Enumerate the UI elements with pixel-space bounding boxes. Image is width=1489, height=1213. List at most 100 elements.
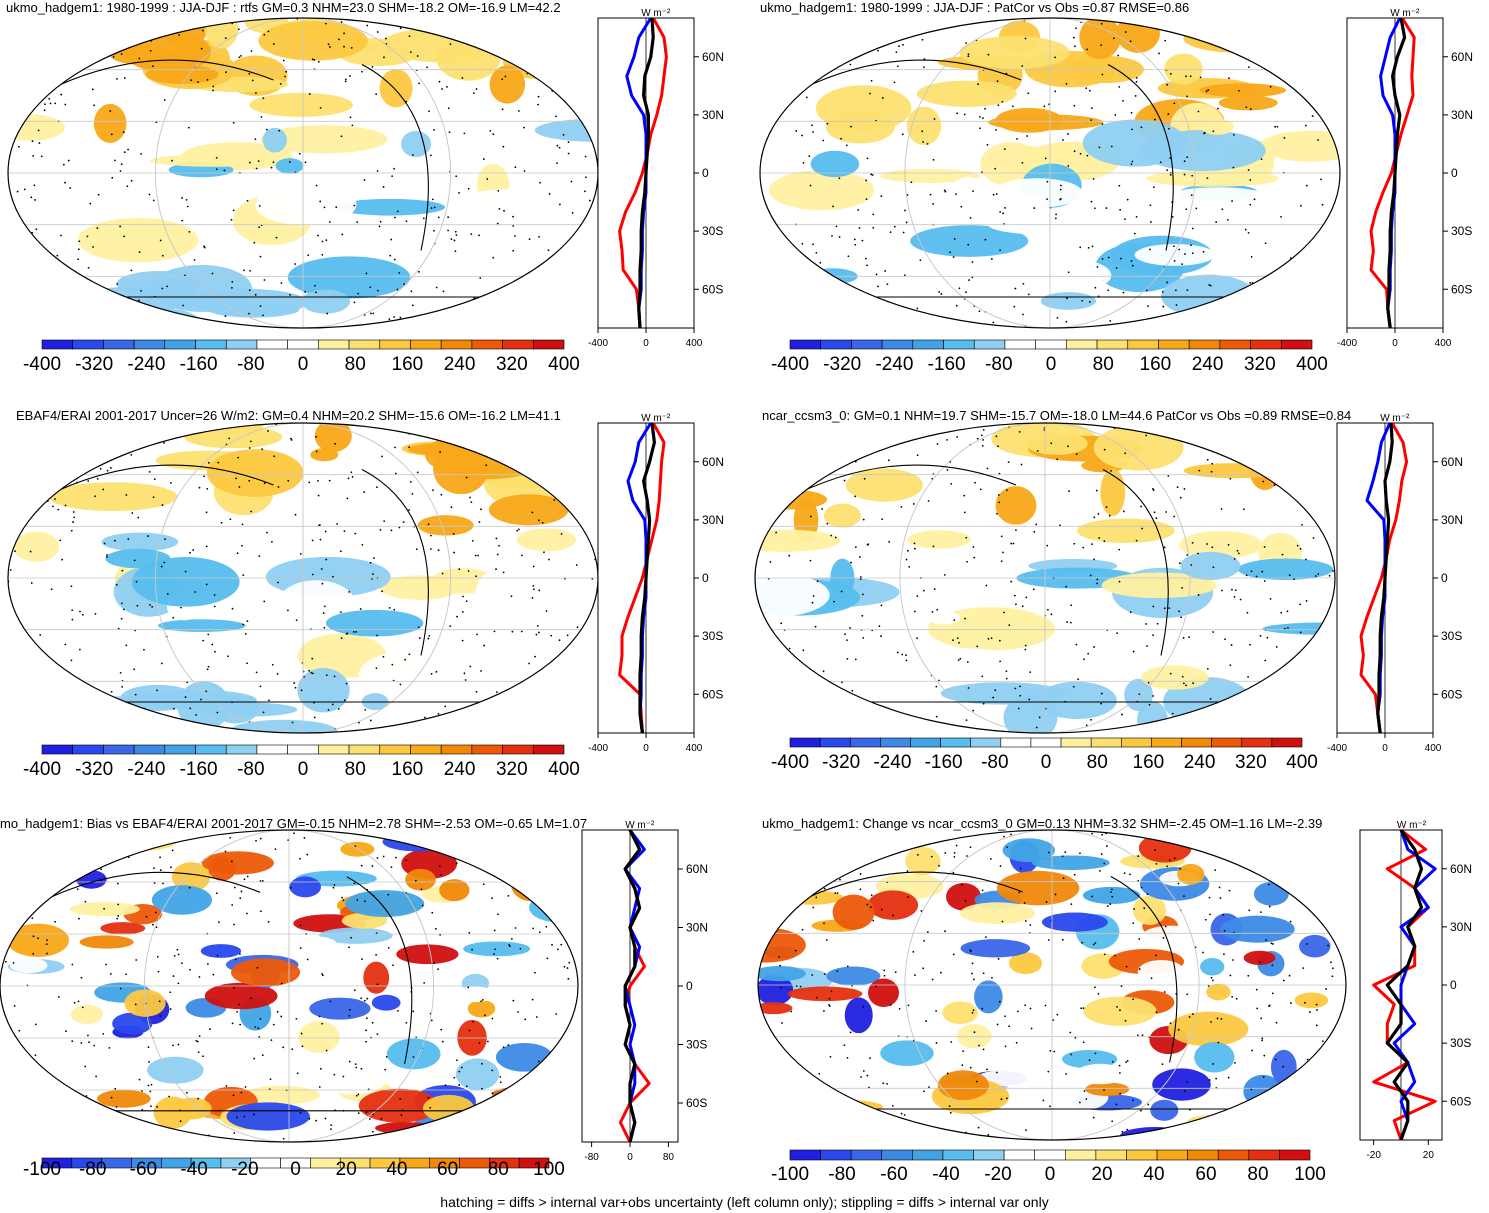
colorbar-cell — [1000, 737, 1032, 748]
profile-line-blue — [623, 829, 646, 1143]
colorbar-cell — [502, 744, 534, 755]
field-patch — [201, 702, 298, 717]
colorbar-cell — [103, 339, 135, 350]
field-patch — [502, 42, 582, 80]
field-patch — [229, 719, 338, 733]
lat-tick-label: 30S — [1441, 629, 1462, 643]
field-patch — [1294, 992, 1329, 1009]
stippling — [755, 424, 1335, 733]
colorbar-tick-label: 80 — [488, 1159, 509, 1180]
profile-frame — [1359, 829, 1443, 1141]
field-patch — [764, 946, 797, 959]
colorbar-cell — [195, 744, 227, 755]
field-patch — [455, 1058, 500, 1091]
field-patch — [187, 76, 288, 92]
field-patch — [1110, 235, 1214, 276]
colorbar-cell — [225, 339, 258, 350]
colorbar-cell — [459, 1157, 490, 1169]
field-patch — [124, 31, 212, 73]
colorbar-cell — [318, 744, 350, 755]
colorbar-cell — [912, 339, 944, 350]
field-patch — [998, 20, 1041, 54]
map-outline — [754, 422, 1336, 734]
field-patch — [844, 997, 873, 1034]
lat-tick-label: 30N — [686, 921, 708, 935]
field-patch — [988, 114, 1104, 131]
field-patch — [112, 1012, 153, 1035]
field-patch — [329, 37, 398, 52]
field-patch — [1079, 18, 1121, 59]
field-patch — [529, 892, 578, 923]
colorbar-cell — [1004, 339, 1036, 350]
field-patch — [755, 489, 828, 510]
colorbar-cell — [471, 339, 503, 350]
field-patch — [488, 494, 569, 526]
field-patch — [401, 441, 468, 456]
coastline — [783, 464, 1306, 703]
colorbar-tick-label: 400 — [548, 354, 580, 375]
field-patch — [1243, 1074, 1283, 1108]
field-patch — [335, 198, 446, 216]
colorbar-tick-label: -40 — [932, 1164, 959, 1185]
colorbar-cell — [1064, 1149, 1097, 1161]
field-patch — [277, 18, 350, 39]
field-patch — [1290, 1098, 1326, 1134]
field-patch — [905, 847, 941, 876]
world-map — [760, 18, 1340, 328]
field-patch — [79, 935, 134, 949]
profile-x-tick-label: 400 — [686, 743, 703, 754]
colorbar-cell — [71, 1157, 102, 1169]
colorbar-cell — [1151, 737, 1182, 748]
field-patch — [1292, 844, 1346, 875]
colorbar-cell — [287, 339, 319, 350]
colorbar-tick-label: -320 — [823, 354, 861, 375]
field-patch — [457, 1019, 487, 1056]
field-patch — [184, 425, 283, 449]
colorbar-tick-label: 240 — [1184, 752, 1216, 773]
field-patch — [1070, 1094, 1143, 1111]
field-patch — [551, 1127, 578, 1140]
field-patch — [940, 682, 1065, 705]
colorbar-cell — [1158, 339, 1190, 350]
field-patch — [56, 670, 158, 697]
field-patch — [289, 876, 322, 898]
graticule — [0, 830, 578, 1142]
field-patch — [1149, 1025, 1188, 1055]
field-patch — [181, 142, 293, 171]
colorbar-cell — [1030, 737, 1062, 748]
profile-unit-label: W m⁻² — [1390, 8, 1420, 19]
field-patch — [449, 189, 569, 227]
field-patch — [375, 1122, 436, 1135]
colorbar-tick-label: 20 — [1091, 1164, 1112, 1185]
field-patch — [484, 472, 571, 489]
field-patch — [926, 640, 1015, 677]
colorbar-cell — [318, 339, 350, 350]
colorbar-tick-label: -240 — [873, 752, 911, 773]
field-patch — [463, 941, 531, 957]
field-patch — [755, 578, 861, 616]
field-patch — [1220, 915, 1295, 943]
colorbar-tick-label: 240 — [1192, 354, 1224, 375]
field-patch — [338, 1080, 393, 1103]
colorbar-tick-label: -400 — [23, 759, 61, 780]
field-patch — [1243, 950, 1276, 966]
field-patch — [856, 1123, 885, 1140]
colorbar-tick-label: 160 — [392, 354, 424, 375]
lat-tick-label: 60S — [1450, 1094, 1471, 1108]
profile-x-tick-label: -400 — [588, 743, 608, 754]
field-patch — [205, 18, 239, 49]
field-patch — [942, 1001, 979, 1025]
profile-unit-label: W m⁻² — [625, 820, 655, 831]
colorbar-cell — [502, 339, 534, 350]
field-patch — [1299, 934, 1331, 958]
field-patch — [258, 21, 368, 61]
field-patch — [1170, 102, 1225, 153]
field-patch — [1146, 169, 1280, 187]
field-patch — [439, 879, 470, 902]
field-patch — [421, 886, 464, 903]
colorbar-tick-label: -20 — [231, 1159, 258, 1180]
colorbar-tick-label: -40 — [180, 1159, 207, 1180]
field-patch — [1028, 559, 1118, 573]
